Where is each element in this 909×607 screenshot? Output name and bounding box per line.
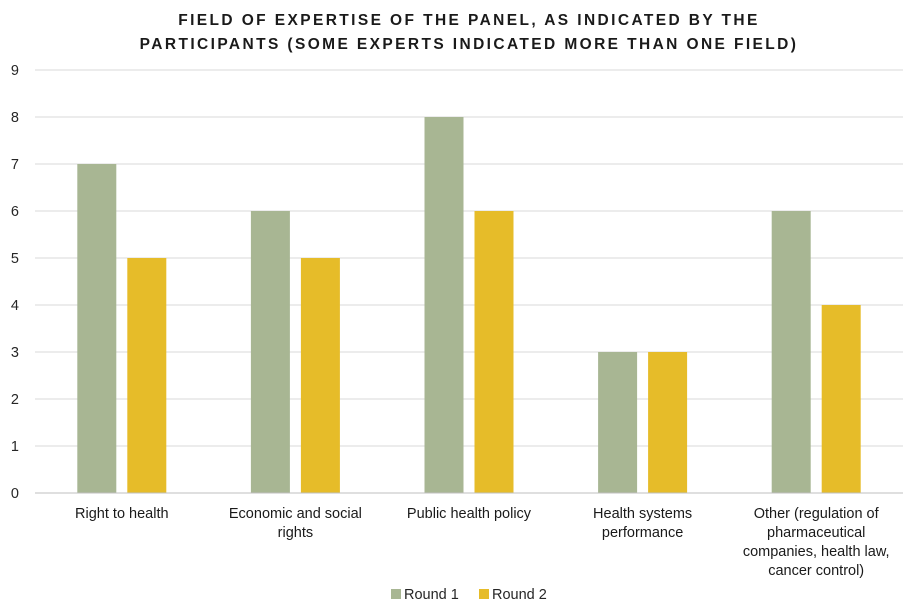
x-category-label: rights: [278, 525, 313, 541]
y-axis-ticks: 0 1 2 3 4 5 6 7 8 9: [11, 63, 19, 502]
bar-round-1: [250, 211, 290, 493]
bar-round-2: [474, 211, 514, 493]
x-category-label: cancer control): [768, 563, 864, 579]
gridlines: [35, 69, 903, 447]
bar-round-1: [598, 352, 638, 493]
x-category-label: pharmaceutical: [767, 525, 865, 541]
legend: Round 1 Round 2: [391, 587, 547, 603]
y-tick-label: 9: [11, 63, 19, 79]
y-tick-label: 1: [11, 439, 19, 455]
x-category-label: companies, health law,: [743, 544, 890, 560]
x-category-label: Health systems: [593, 506, 692, 522]
y-tick-label: 3: [11, 345, 19, 361]
x-axis-categories: Right to health Economic and social rights…: [75, 506, 890, 579]
y-tick-label: 6: [11, 204, 19, 220]
y-tick-label: 0: [11, 486, 19, 502]
legend-label: Round 1: [404, 587, 459, 603]
legend-swatch-round-2: [479, 589, 489, 599]
bar-round-2: [648, 352, 688, 493]
y-tick-label: 2: [11, 392, 19, 408]
bar-round-1: [77, 164, 117, 493]
legend-swatch-round-1: [391, 589, 401, 599]
chart-title-line: FIELD OF EXPERTISE OF THE PANEL, AS INDI…: [178, 12, 760, 29]
x-category-label: performance: [602, 525, 683, 541]
x-category-label: Right to health: [75, 506, 169, 522]
bar-round-2: [127, 258, 167, 493]
bar-round-2: [821, 305, 861, 493]
chart-title-line: PARTICIPANTS (SOME EXPERTS INDICATED MOR…: [140, 36, 799, 53]
bars: [77, 117, 861, 493]
x-category-label: Public health policy: [407, 506, 532, 522]
bar-round-2: [300, 258, 340, 493]
y-tick-label: 7: [11, 157, 19, 173]
bar-round-1: [771, 211, 811, 493]
y-tick-label: 5: [11, 251, 19, 267]
x-category-label: Other (regulation of: [754, 506, 880, 522]
legend-label: Round 2: [492, 587, 547, 603]
chart-title: FIELD OF EXPERTISE OF THE PANEL, AS INDI…: [140, 12, 799, 53]
y-tick-label: 4: [11, 298, 19, 314]
y-tick-label: 8: [11, 110, 19, 126]
x-category-label: Economic and social: [229, 506, 362, 522]
bar-round-1: [424, 117, 464, 493]
